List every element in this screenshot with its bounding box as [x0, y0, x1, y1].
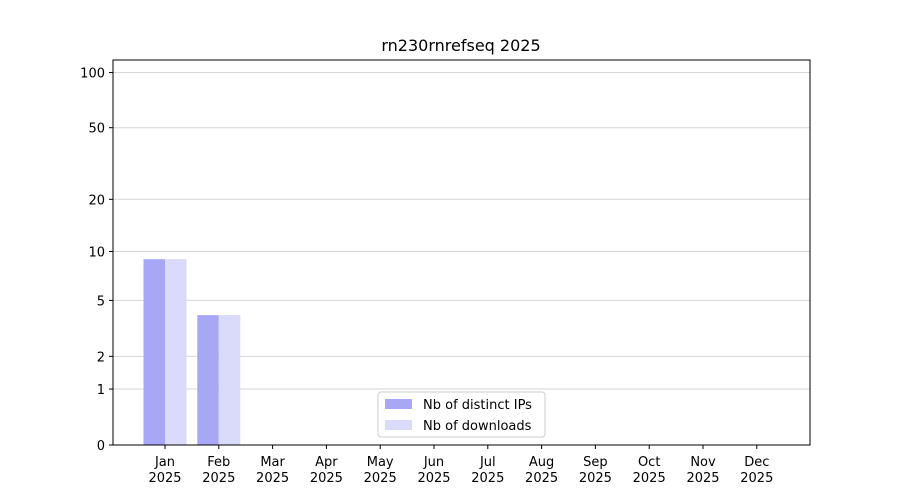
x-tick-label: Jun 2025	[417, 455, 450, 486]
plot-frame	[112, 59, 811, 446]
bar	[218, 315, 241, 445]
x-tick-label: Jan 2025	[148, 455, 181, 486]
legend-label: Nb of distinct IPs	[423, 398, 532, 413]
x-tick-label: Feb 2025	[202, 455, 235, 486]
legend-swatch	[385, 420, 412, 430]
bar	[197, 315, 219, 445]
x-tick-label: Sep 2025	[579, 455, 612, 486]
y-tick-label: 10	[88, 245, 105, 260]
x-tick-label: Jul 2025	[471, 455, 504, 486]
bar	[165, 259, 187, 445]
x-tick-label: Nov 2025	[686, 455, 719, 486]
legend-box	[377, 391, 546, 438]
x-tick-label: Apr 2025	[310, 455, 343, 486]
x-tick-label: Oct 2025	[633, 455, 666, 486]
x-tick-label: Aug 2025	[525, 455, 558, 486]
y-tick-label: 20	[88, 193, 105, 208]
y-tick-label: 5	[97, 294, 105, 309]
legend-swatch	[385, 399, 412, 409]
y-tick-label: 50	[88, 122, 105, 137]
y-tick-label: 0	[97, 439, 105, 454]
x-tick-label: Mar 2025	[256, 455, 289, 486]
y-tick-label: 100	[80, 67, 105, 82]
x-tick-label: May 2025	[364, 455, 397, 486]
x-tick-label: Dec 2025	[740, 455, 773, 486]
y-tick-label: 2	[97, 350, 105, 365]
legend-label: Nb of downloads	[423, 419, 532, 434]
chart-title: rn230rnrefseq 2025	[381, 36, 540, 55]
bar	[143, 259, 165, 445]
y-tick-label: 1	[97, 383, 105, 398]
